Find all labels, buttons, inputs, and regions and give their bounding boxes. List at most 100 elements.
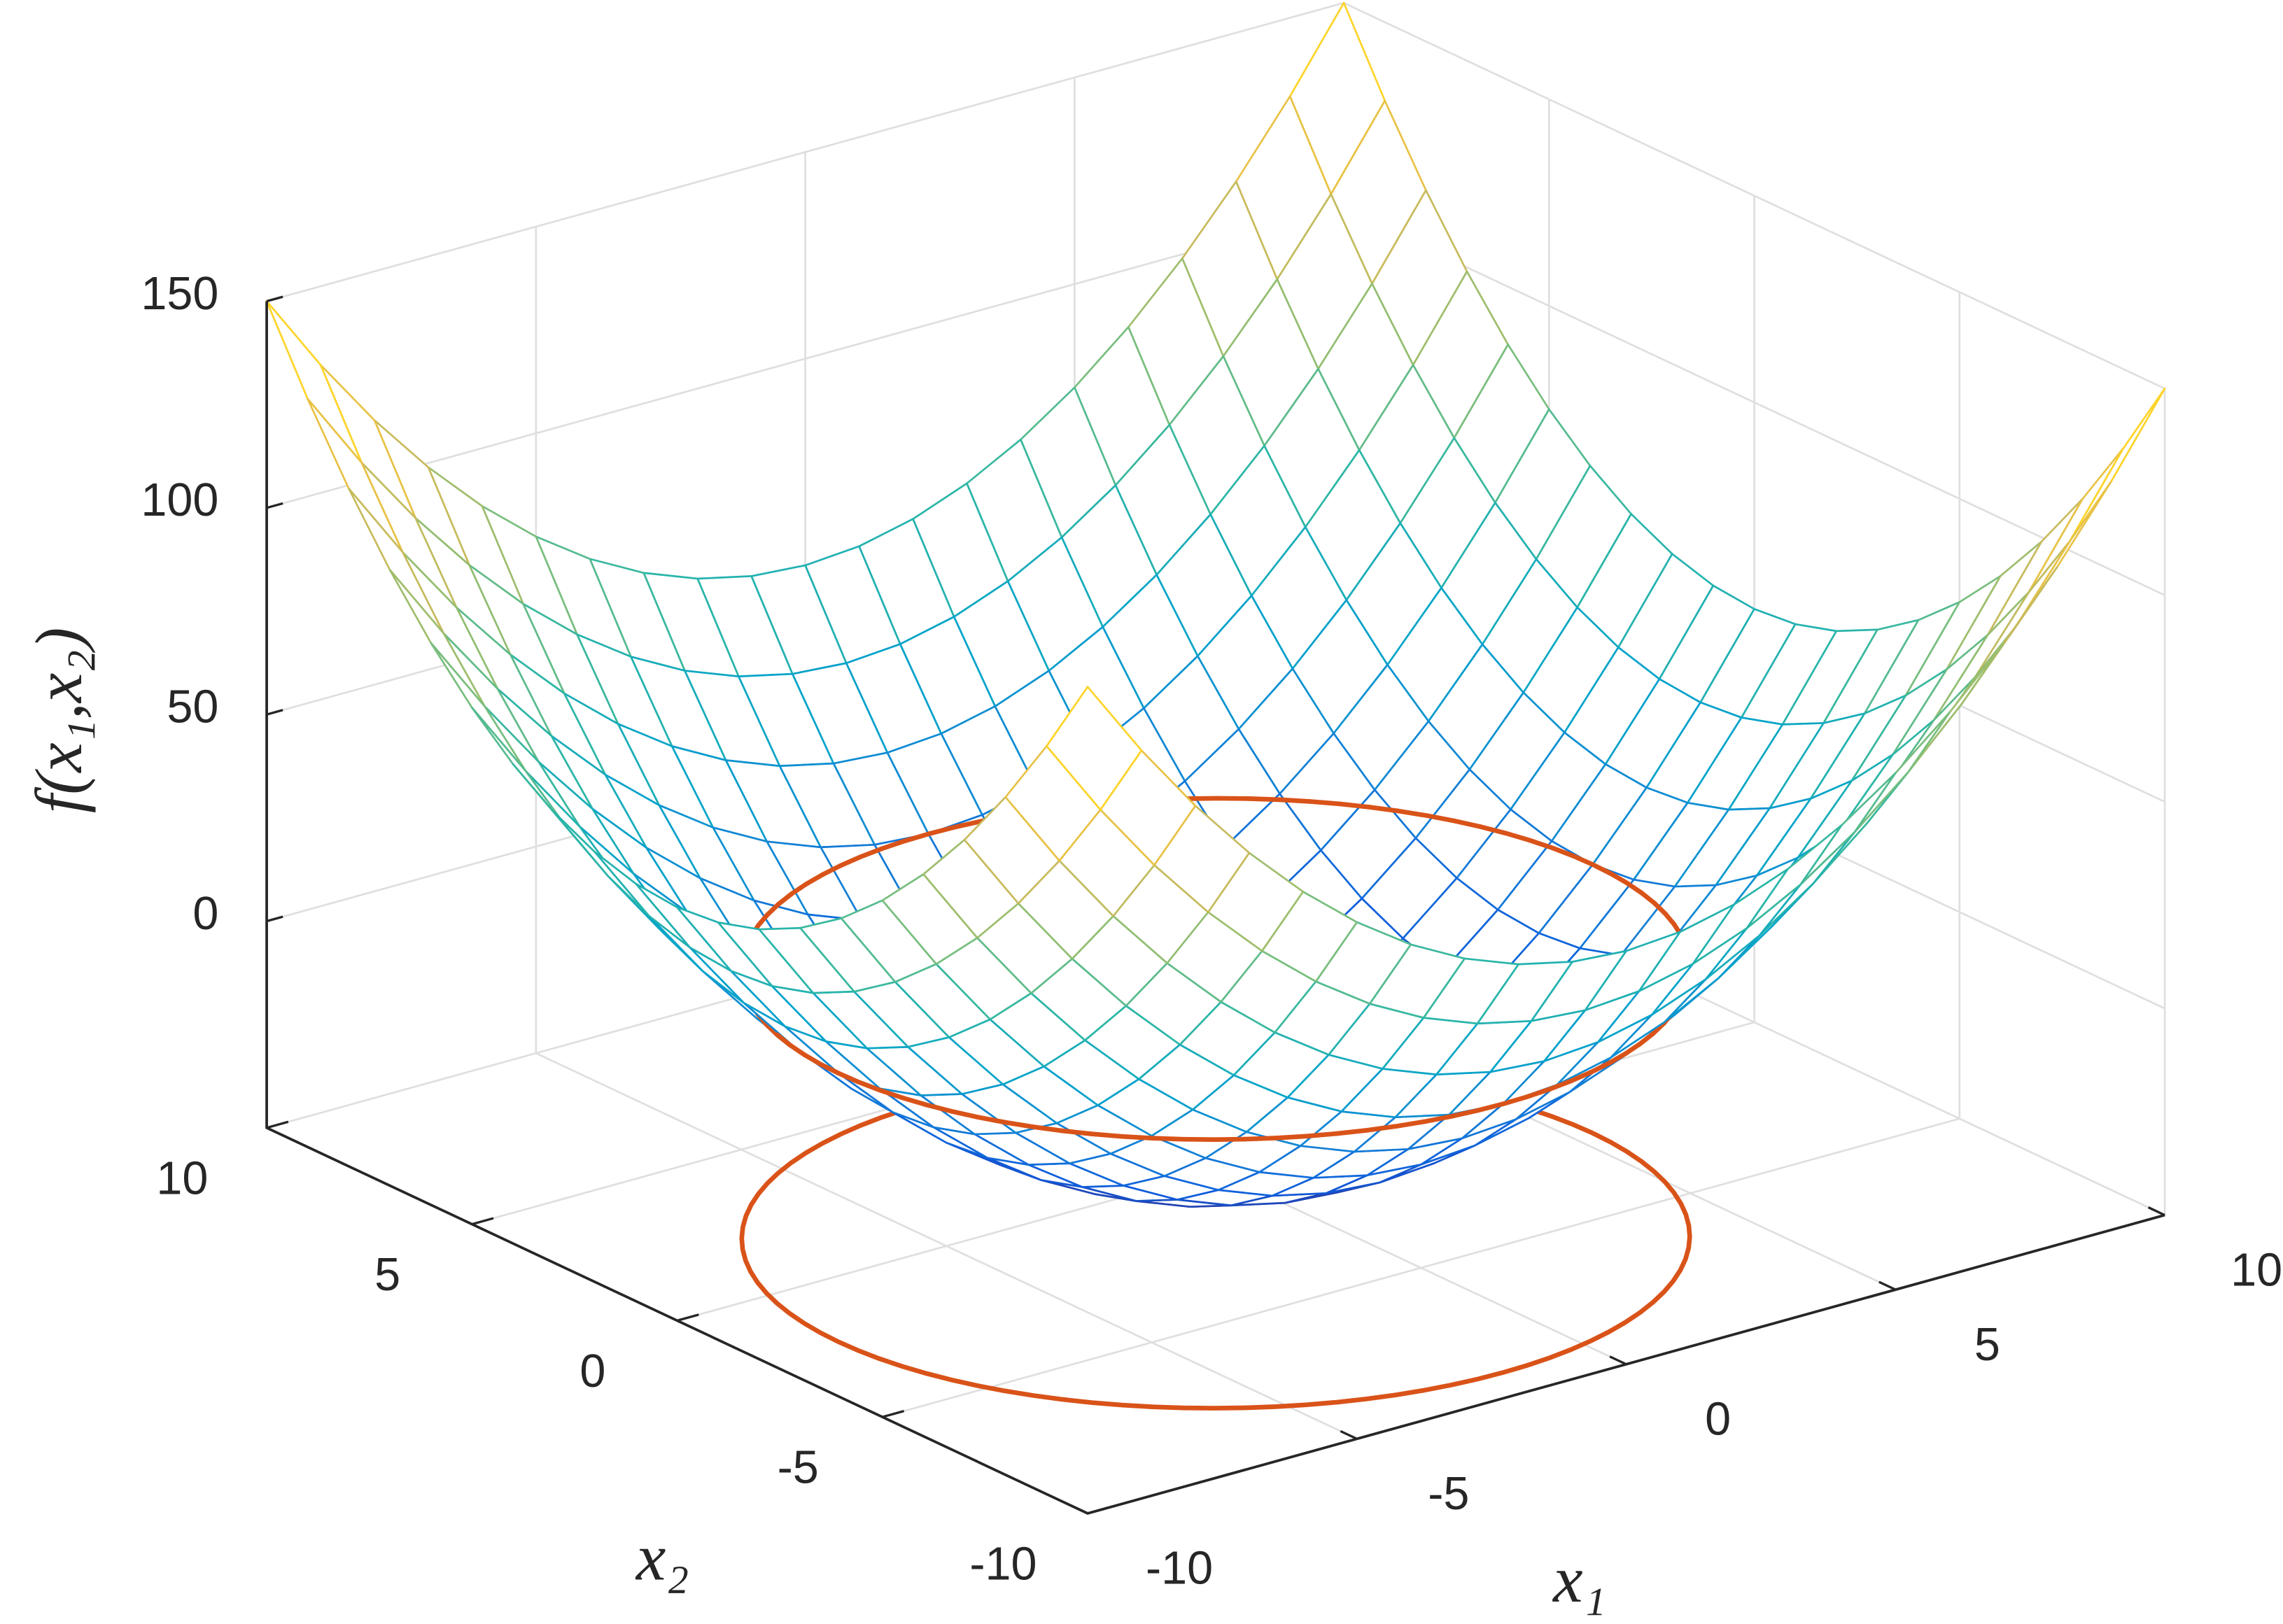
- constraint-circle-segment: [1547, 1078, 1574, 1092]
- x1-tick-label: 5: [1974, 1319, 2000, 1371]
- constraint-circle-segment: [1183, 796, 1220, 801]
- tick-mark: [266, 1120, 289, 1129]
- constraint-circle-segment: [765, 902, 781, 917]
- x2-label: x₂: [635, 1520, 689, 1595]
- tick-mark: [1609, 1355, 1627, 1366]
- mesh-cell: [2069, 387, 2166, 542]
- constraint-circle-segment: [1571, 853, 1596, 867]
- constraint-circle-segment: [1421, 1114, 1454, 1124]
- constraint-circle-segment: [1449, 1108, 1480, 1119]
- constraint-circle-segment: [1623, 1041, 1643, 1057]
- tick-mark: [2147, 1206, 2165, 1217]
- x2-tick-label: 10: [156, 1152, 208, 1204]
- constraint-circle-segment: [1150, 1136, 1186, 1142]
- constraint-circle-segment: [1650, 1020, 1667, 1036]
- constraint-circle-segment: [1337, 801, 1372, 810]
- x1-tick-label: -5: [1428, 1468, 1469, 1520]
- constraint-circle-segment: [1334, 1128, 1370, 1136]
- constraint-circle-segment: [1608, 871, 1630, 886]
- grid-line: [882, 292, 1961, 1418]
- constraint-circle-segment: [1396, 808, 1429, 818]
- constraint-circle-segment: [857, 846, 885, 860]
- grid-line: [677, 195, 1755, 1322]
- constraint-circle-segment: [803, 872, 825, 887]
- x1-tick-label: 10: [2231, 1244, 2282, 1296]
- constraint-circle-segment: [756, 912, 770, 928]
- constraint-circle-segment: [856, 1079, 882, 1093]
- constraint-circle-segment: [1477, 824, 1508, 836]
- tick-mark: [1878, 1280, 1897, 1291]
- constraint-circle-segment: [787, 1043, 807, 1057]
- x2-tick-label: -5: [778, 1442, 819, 1494]
- constraint-circle-segment: [948, 1108, 980, 1120]
- constraint-circle-segment: [818, 1061, 841, 1076]
- constraint-circle-segment: [926, 825, 956, 837]
- constraint-circle-segment: [1277, 797, 1312, 804]
- constraint-circle-segment: [1304, 1131, 1340, 1139]
- tick-mark: [266, 502, 283, 509]
- constraint-circle-segment: [1211, 1136, 1248, 1142]
- tick-mark: [1340, 1429, 1358, 1440]
- constraint-circle-segment: [836, 1071, 861, 1085]
- mesh-cell: [1046, 686, 1143, 811]
- constraint-circle-segment: [1242, 1136, 1279, 1142]
- z-tick-label: 100: [141, 474, 218, 526]
- constraint-circle-segment: [838, 854, 863, 868]
- x1-tick-label: 0: [1705, 1394, 1731, 1446]
- constraint-circle-segment: [1501, 1094, 1530, 1107]
- z-tick-label: 150: [141, 268, 218, 320]
- constraint-circle-segment: [1089, 1131, 1125, 1139]
- surface: [265, 1, 2166, 1208]
- constraint-circle-segment: [775, 1032, 792, 1047]
- constraint-circle-segment: [901, 831, 931, 844]
- constraint-circle-segment: [1059, 1128, 1094, 1136]
- constraint-circle-segment: [1639, 890, 1657, 905]
- x1-label: x₁: [1552, 1542, 1606, 1616]
- constraint-circle-segment: [877, 1087, 905, 1101]
- tick-mark: [266, 709, 283, 716]
- constraint-circle-segment: [802, 1052, 824, 1067]
- tick-mark: [266, 295, 283, 303]
- axis-line: [265, 301, 2165, 1515]
- constraint-circle-segment: [1307, 799, 1342, 807]
- constraint-circle-segment: [1367, 805, 1401, 814]
- x1-tick-label: -10: [1146, 1543, 1213, 1595]
- constraint-circle-segment: [951, 819, 983, 830]
- tick-mark: [882, 1410, 905, 1418]
- constraint-circle-segment: [899, 1095, 929, 1108]
- z-tick-label: 50: [167, 681, 218, 733]
- tick-mark: [677, 1313, 699, 1322]
- constraint-circle-segment: [1524, 1087, 1552, 1099]
- constraint-circle-segment: [1526, 838, 1554, 850]
- constraint-circle-segment: [1606, 1051, 1628, 1066]
- constraint-circle-segment: [975, 1115, 1007, 1125]
- mesh-cell: [265, 300, 363, 464]
- constraint-circle-segment: [1638, 1031, 1656, 1047]
- constraint-circle-segment: [1452, 818, 1483, 829]
- constraint-circle-segment: [879, 838, 907, 852]
- constraint-circle-segment: [1424, 813, 1456, 824]
- x2-tick-label: 0: [579, 1346, 605, 1397]
- constraint-circle-segment: [1624, 880, 1644, 896]
- constraint-circle-segment: [923, 1102, 954, 1114]
- mesh-cell: [2028, 446, 2125, 593]
- z-tick-label: 0: [192, 888, 218, 940]
- constraint-circle-segment: [1475, 1101, 1505, 1113]
- tick-mark: [266, 915, 283, 923]
- x2-tick-label: -10: [969, 1538, 1037, 1590]
- tick-mark: [471, 1217, 494, 1226]
- constraint-circle-segment: [1364, 1124, 1398, 1133]
- constraint-circle-segment: [1588, 1061, 1612, 1075]
- constraint-circle-segment: [1393, 1119, 1426, 1129]
- constraint-circle-segment: [1550, 845, 1576, 859]
- constraint-circle-segment: [1590, 862, 1613, 876]
- constraint-circle-segment: [1568, 1070, 1594, 1084]
- constraint-circle-segment: [775, 891, 794, 907]
- constraint-circle-segment: [764, 1022, 780, 1038]
- constraint-circle-segment: [1002, 1120, 1036, 1129]
- constraint-circle-segment: [1119, 1134, 1155, 1141]
- constraint-circle-segment: [1273, 1134, 1309, 1141]
- x2-tick-label: 5: [374, 1249, 400, 1301]
